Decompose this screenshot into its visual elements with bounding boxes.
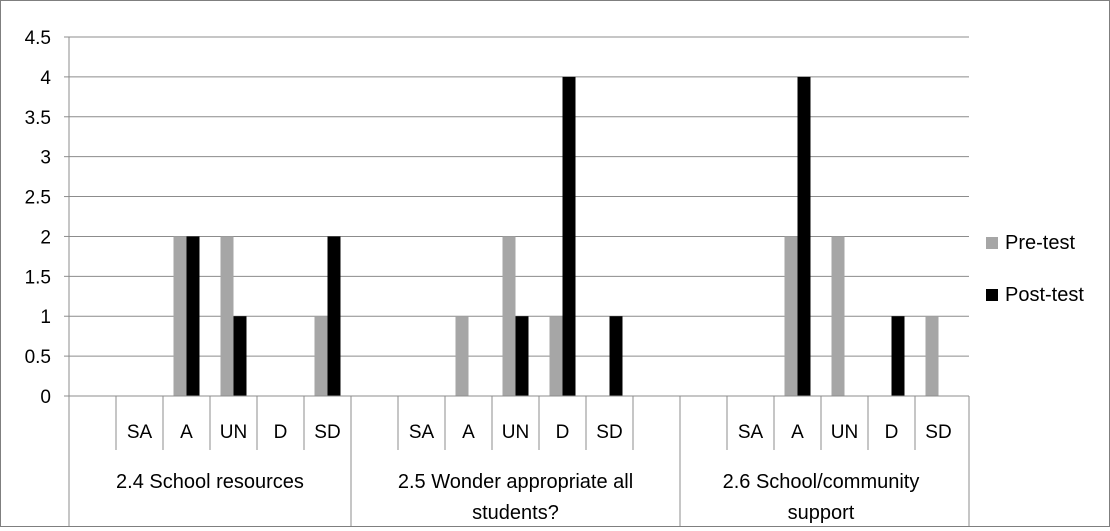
y-tick-label: 2.5 <box>25 188 51 209</box>
group-label-line: 2.4 School resources <box>116 471 304 493</box>
category-label: SD <box>314 422 340 443</box>
bar-post-test <box>562 76 576 396</box>
bar-pre-test <box>831 236 845 396</box>
category-label: SA <box>738 422 764 443</box>
category-label: SA <box>409 422 435 443</box>
y-tick-label: 0 <box>40 387 51 408</box>
y-tick-label: 3 <box>40 148 51 169</box>
y-tick-label: 2 <box>40 227 51 248</box>
category-label: A <box>180 422 193 443</box>
category-label: SD <box>925 422 951 443</box>
category-label: A <box>791 422 804 443</box>
bars <box>173 76 939 396</box>
bar-pre-test <box>925 316 939 396</box>
group-label-line: 2.6 School/community <box>723 471 920 493</box>
group-label: 2.4 School resources <box>116 471 304 493</box>
bar-post-test <box>186 236 200 396</box>
bar-pre-test <box>455 316 469 396</box>
bar-post-test <box>233 316 247 396</box>
bar-post-test <box>327 236 341 396</box>
legend-swatch <box>986 237 998 249</box>
legend-label: Pre-test <box>1005 232 1075 254</box>
category-label: D <box>556 422 570 443</box>
bar-pre-test <box>314 316 328 396</box>
y-tick-label: 4.5 <box>25 28 51 49</box>
bar-pre-test <box>784 236 798 396</box>
y-tick-label: 1.5 <box>25 267 51 288</box>
group-label: 2.6 School/community support <box>723 471 920 524</box>
y-tick-label: 0.5 <box>25 347 51 368</box>
y-axis-tick-labels: 0 0.5 1 1.5 2 2.5 3 3.5 4 4.5 <box>25 28 52 408</box>
y-tick-label: 1 <box>40 307 51 328</box>
bar-post-test <box>797 76 811 396</box>
category-label: SD <box>596 422 622 443</box>
legend-label: Post-test <box>1005 284 1084 306</box>
y-tick-label: 3.5 <box>25 108 51 129</box>
bar-pre-test <box>549 316 563 396</box>
bar-pre-test <box>173 236 187 396</box>
bar-post-test <box>609 316 623 396</box>
category-label: D <box>274 422 288 443</box>
group-label-line: students? <box>472 502 559 524</box>
group-label-line: 2.5 Wonder appropriate all <box>398 471 633 493</box>
bar-post-test <box>515 316 529 396</box>
x-axis: SA A UN D SD 2.4 School resources SA A UN D SD 2.5 … <box>68 395 970 526</box>
category-label: SA <box>127 422 153 443</box>
category-label: UN <box>220 422 247 443</box>
legend-swatch <box>986 289 998 301</box>
group-label: 2.5 Wonder appropriate all students? <box>398 471 633 524</box>
group-label-line: support <box>788 502 855 524</box>
category-label: UN <box>502 422 529 443</box>
legend: Pre-test Post-test <box>986 232 1084 306</box>
category-label: A <box>462 422 475 443</box>
gridlines <box>64 36 969 397</box>
category-label: D <box>885 422 899 443</box>
bar-post-test <box>891 316 905 396</box>
y-tick-label: 4 <box>40 68 51 89</box>
category-label: UN <box>831 422 858 443</box>
bar-pre-test <box>502 236 516 396</box>
bar-pre-test <box>220 236 234 396</box>
